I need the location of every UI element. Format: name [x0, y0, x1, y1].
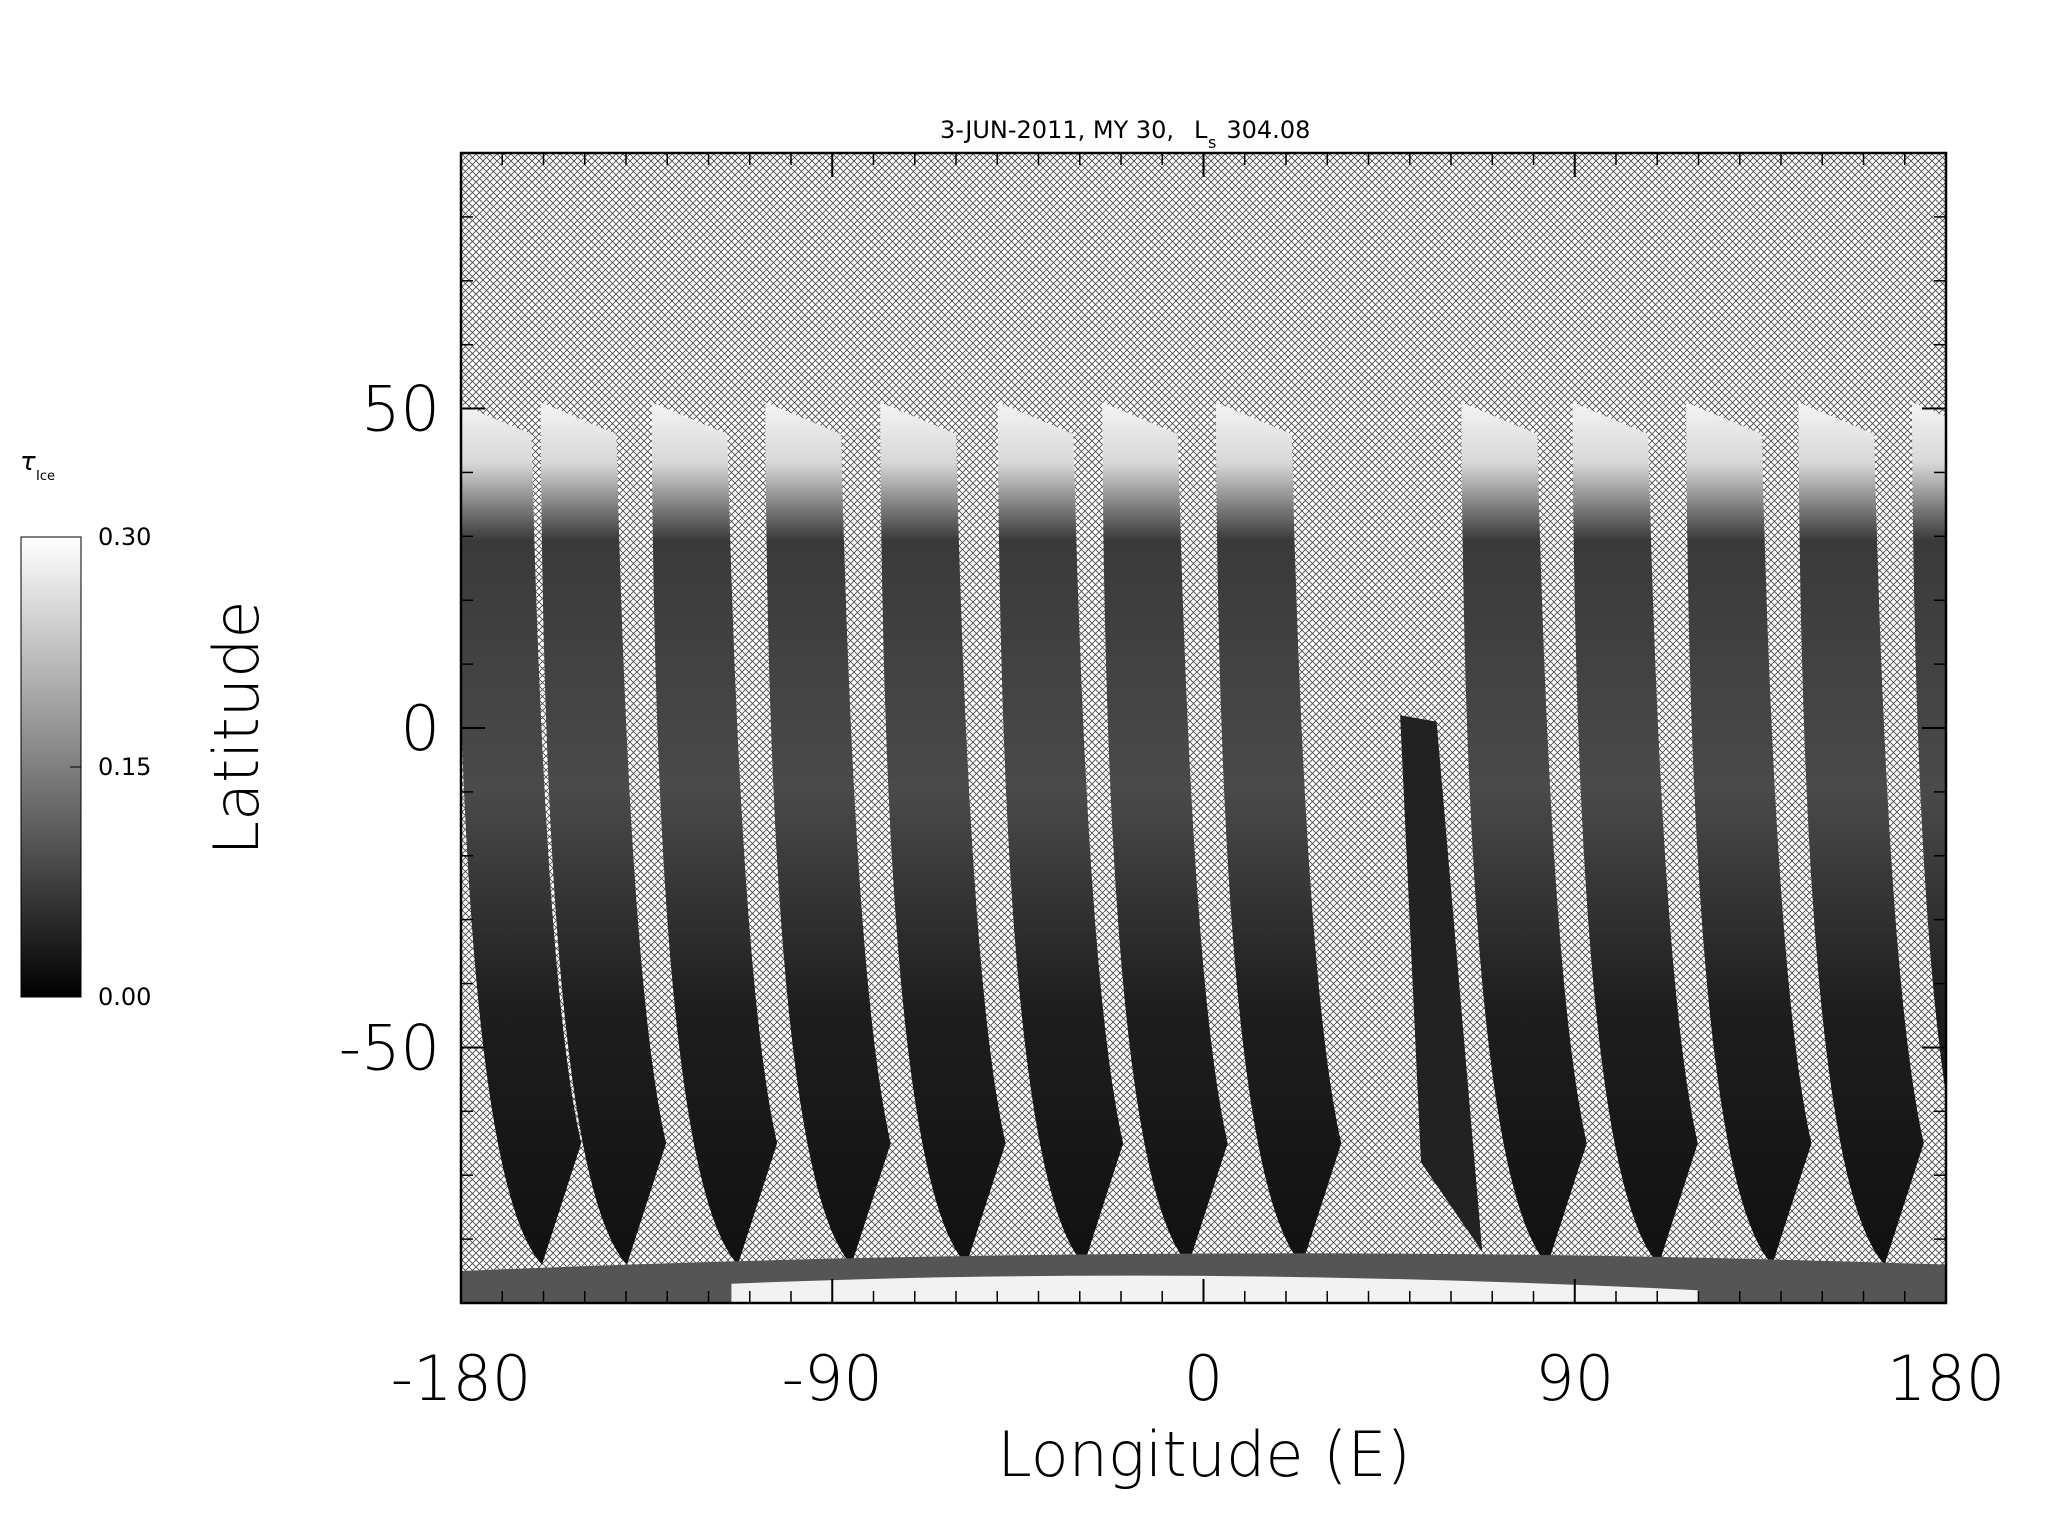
y-axis-label: Latitude: [200, 600, 273, 855]
colorbar-symbol: τ: [20, 447, 36, 477]
swath: [461, 404, 582, 1265]
title-value: 304.08: [1226, 116, 1310, 144]
title-text: 3-JUN-2011, MY 30,: [940, 116, 1174, 144]
colorbar-tick-label: 0.30: [98, 523, 151, 551]
title-subscript: s: [1208, 133, 1216, 152]
swath: [1400, 715, 1483, 1252]
y-tick-label: 50: [361, 373, 440, 446]
swath: [1102, 402, 1228, 1265]
x-tick-label: -180: [391, 1342, 532, 1415]
y-tick-label: 0: [401, 692, 440, 765]
x-axis-label: Longitude (E): [997, 1418, 1410, 1491]
polar-cap-bright: [731, 1275, 1698, 1303]
swath: [997, 402, 1124, 1265]
colorbar-tick-label: 0.15: [98, 753, 151, 781]
title: 3-JUN-2011, MY 30,: [940, 116, 1174, 144]
x-tick-label: 180: [1887, 1342, 2005, 1415]
swath: [1461, 402, 1587, 1265]
x-tick-label: 0: [1184, 1342, 1223, 1415]
y-tick-label: -50: [339, 1011, 440, 1084]
swath: [1572, 402, 1698, 1265]
x-tick-label: 90: [1535, 1342, 1614, 1415]
swath: [765, 402, 891, 1265]
swath: [1798, 402, 1924, 1265]
title-symbol: L: [1194, 116, 1208, 144]
swath: [651, 402, 778, 1265]
x-tick-label: -90: [782, 1342, 883, 1415]
swath: [540, 402, 667, 1265]
swath: [1912, 402, 1946, 1095]
swath: [880, 402, 1006, 1265]
colorbar-tick-label: 0.00: [98, 983, 151, 1011]
swath: [1686, 402, 1812, 1265]
swath: [1215, 402, 1342, 1265]
colorbar-subscript: Ice: [36, 469, 55, 484]
